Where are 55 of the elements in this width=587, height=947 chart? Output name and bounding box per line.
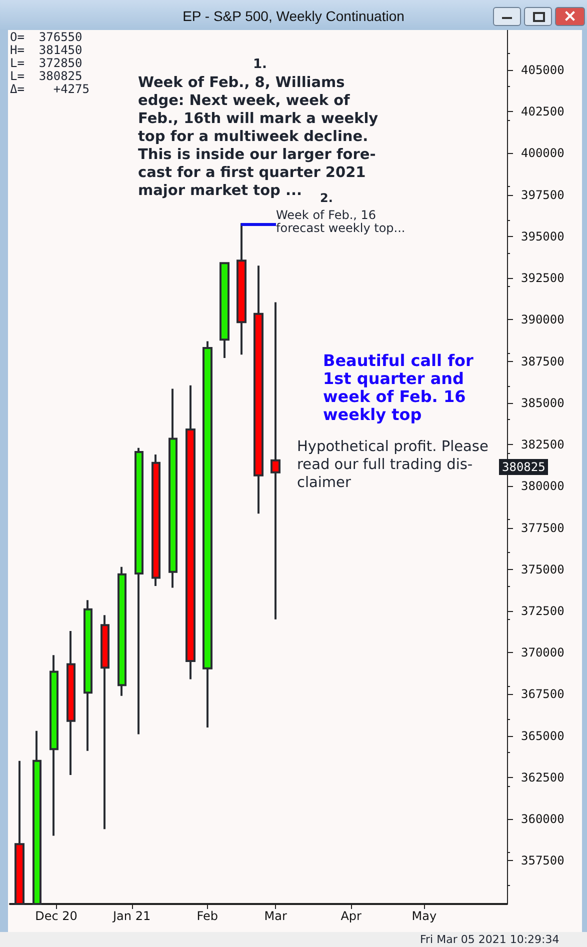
candlestick [118, 566, 126, 697]
x-tick-label: Apr [340, 909, 362, 923]
y-tick-label: 392500 [521, 271, 564, 286]
y-tick-label: 387500 [521, 354, 564, 368]
y-tick-label: 367500 [521, 687, 564, 702]
x-tick-label: Jan 21 [112, 909, 151, 923]
annotation: 1. [253, 57, 267, 72]
annotation: H= 381450 [10, 43, 82, 57]
y-tick-label: 365000 [521, 728, 564, 743]
annotation: O= 376550 [10, 30, 82, 44]
x-tick-label: Mar [264, 909, 287, 923]
x-tick-label: Dec 20 [35, 909, 78, 923]
text: Fri Mar 05 2021 10:29:34 [420, 933, 560, 946]
y-tick-label: 385000 [521, 396, 564, 410]
x-tick-label: May [412, 909, 437, 923]
candlestick [152, 454, 160, 588]
annotation: L= 372850 [10, 56, 82, 70]
candlestick [236, 222, 246, 356]
candlestick [100, 614, 110, 830]
y-tick-label: 380000 [521, 479, 564, 494]
candlestick [202, 340, 212, 729]
candlestick [50, 654, 58, 837]
y-tick-label: 402500 [521, 104, 564, 119]
y-tick-label: 375000 [521, 562, 564, 576]
candlestick [220, 261, 230, 359]
y-tick-label: 390000 [521, 312, 564, 327]
y-tick-label: 372500 [521, 604, 564, 618]
annotation: 380825 [499, 459, 548, 475]
y-tick-label: 397500 [521, 188, 564, 202]
annotation: 2. [320, 191, 333, 205]
y-tick-label: 395000 [521, 229, 564, 244]
candlestick [186, 384, 196, 680]
y-tick-label: 400000 [521, 146, 564, 160]
y-tick-label: 360000 [521, 812, 564, 826]
candlestick [254, 264, 264, 515]
annotation: Beautiful call for 1st quarter and week of Feb. 16 weekly top [323, 351, 474, 424]
candlestick [84, 599, 92, 752]
y-tick-label: 405000 [521, 62, 564, 77]
candlestick [270, 301, 280, 620]
annotation: L= 380825 [10, 69, 82, 83]
candlestick [168, 388, 178, 589]
annotation: Hypothetical profit. Please read our full trading dis- claimer [297, 438, 488, 492]
x-tick-label: Feb [196, 909, 218, 923]
y-tick-label: 357500 [521, 854, 564, 868]
y-tick-label: 382500 [521, 438, 564, 452]
annotation: Week of Feb., 16 forecast weekly top... [276, 208, 406, 235]
candlestick [134, 446, 144, 736]
y-tick-label: 370000 [521, 646, 564, 660]
candlestick [14, 760, 24, 905]
y-tick-label: 377500 [521, 520, 564, 535]
annotation: Δ= +4275 [10, 82, 90, 96]
candlestick [66, 630, 76, 776]
y-tick-label: 362500 [521, 770, 564, 784]
chart-title: EP - S&P 500, Weekly Continuation [182, 8, 406, 24]
candlestick [32, 730, 42, 905]
